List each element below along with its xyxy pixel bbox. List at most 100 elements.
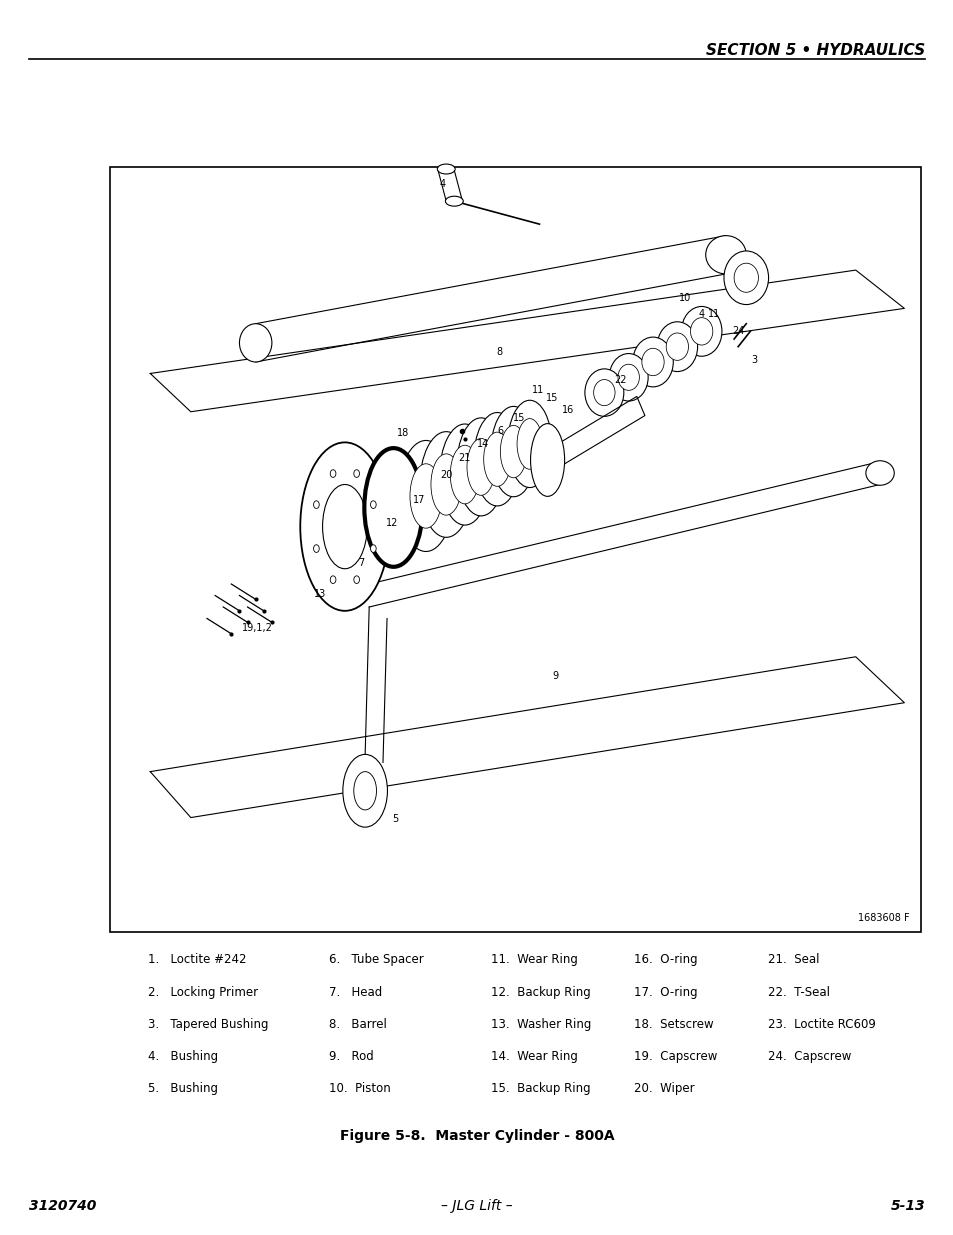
Ellipse shape [370,545,375,552]
Ellipse shape [665,333,688,361]
Ellipse shape [530,424,564,496]
Text: 12: 12 [385,517,397,527]
Ellipse shape [239,324,272,362]
Text: 5: 5 [392,814,397,824]
Text: 3.   Tapered Bushing: 3. Tapered Bushing [148,1018,268,1031]
Text: 19.  Capscrew: 19. Capscrew [634,1050,717,1063]
Ellipse shape [330,469,335,478]
Text: 5.   Bushing: 5. Bushing [148,1082,217,1095]
Ellipse shape [370,501,375,509]
Text: 5-13: 5-13 [890,1199,924,1213]
Text: 9.   Rod: 9. Rod [329,1050,374,1063]
Ellipse shape [450,446,479,504]
FancyBboxPatch shape [110,167,920,932]
Ellipse shape [507,400,551,488]
Text: 16.  O-ring: 16. O-ring [634,953,698,967]
Ellipse shape [499,425,526,478]
Text: 15: 15 [513,412,525,422]
Text: 21.  Seal: 21. Seal [767,953,819,967]
Text: 6.   Tube Spacer: 6. Tube Spacer [329,953,423,967]
Text: 14: 14 [476,438,488,448]
Text: 24: 24 [731,326,743,336]
Text: 6: 6 [497,426,503,436]
Text: 21: 21 [458,453,471,463]
Text: 10: 10 [679,294,691,304]
Ellipse shape [690,317,712,345]
Text: 2.   Locking Primer: 2. Locking Primer [148,986,257,999]
Ellipse shape [322,484,367,569]
Text: 15: 15 [545,393,558,403]
Ellipse shape [467,438,495,495]
Ellipse shape [354,469,359,478]
Ellipse shape [445,196,463,206]
Text: 11.  Wear Ring: 11. Wear Ring [491,953,578,967]
Ellipse shape [398,441,453,552]
Ellipse shape [593,379,615,405]
Ellipse shape [314,545,319,552]
Text: 18.  Setscrew: 18. Setscrew [634,1018,713,1031]
Text: 3120740: 3120740 [29,1199,96,1213]
Text: 15.  Backup Ring: 15. Backup Ring [491,1082,590,1095]
Text: 1683608 F: 1683608 F [857,913,908,923]
Text: 4: 4 [698,309,704,319]
Ellipse shape [609,353,647,401]
Ellipse shape [483,432,511,487]
Text: 14.  Wear Ring: 14. Wear Ring [491,1050,578,1063]
Text: 4.   Bushing: 4. Bushing [148,1050,218,1063]
Ellipse shape [865,461,893,485]
Ellipse shape [733,263,758,293]
Ellipse shape [436,164,455,174]
Ellipse shape [584,369,623,416]
Ellipse shape [657,322,697,372]
Text: 1.   Loctite #242: 1. Loctite #242 [148,953,246,967]
Ellipse shape [723,251,768,305]
Text: – JLG Lift –: – JLG Lift – [440,1199,513,1213]
Polygon shape [547,396,644,469]
Ellipse shape [300,442,389,611]
Ellipse shape [456,417,505,516]
Ellipse shape [419,432,472,537]
Text: 7.   Head: 7. Head [329,986,382,999]
Text: 22: 22 [614,374,626,384]
Ellipse shape [680,306,721,356]
Text: 13: 13 [314,589,326,599]
Ellipse shape [474,412,520,506]
Text: SECTION 5 • HYDRAULICS: SECTION 5 • HYDRAULICS [705,43,924,58]
Text: 20.  Wiper: 20. Wiper [634,1082,695,1095]
Text: 19,1,2: 19,1,2 [242,622,273,632]
Text: 23.  Loctite RC609: 23. Loctite RC609 [767,1018,875,1031]
Text: 7: 7 [357,558,364,568]
Text: 13.  Washer Ring: 13. Washer Ring [491,1018,591,1031]
Ellipse shape [490,406,536,496]
Text: 3: 3 [751,354,757,364]
Ellipse shape [342,755,387,827]
Text: 9: 9 [552,671,558,680]
Ellipse shape [314,501,319,509]
Text: 24.  Capscrew: 24. Capscrew [767,1050,850,1063]
Ellipse shape [641,348,663,375]
Text: 20: 20 [439,469,452,479]
Text: 22.  T-Seal: 22. T-Seal [767,986,829,999]
Ellipse shape [517,419,542,469]
Ellipse shape [330,576,335,583]
Text: 4: 4 [438,179,445,189]
Ellipse shape [354,576,359,583]
Text: Figure 5-8.  Master Cylinder - 800A: Figure 5-8. Master Cylinder - 800A [339,1129,614,1142]
Text: 17.  O-ring: 17. O-ring [634,986,698,999]
Ellipse shape [431,453,461,515]
Text: 11: 11 [707,309,720,319]
Ellipse shape [364,448,422,567]
Ellipse shape [439,424,490,525]
Ellipse shape [705,236,745,274]
Text: 10.  Piston: 10. Piston [329,1082,391,1095]
Text: 12.  Backup Ring: 12. Backup Ring [491,986,591,999]
Text: 18: 18 [396,429,409,438]
Text: 17: 17 [413,495,425,505]
Ellipse shape [354,772,376,810]
Ellipse shape [410,464,441,529]
Text: 16: 16 [561,405,574,415]
Ellipse shape [618,364,639,390]
Ellipse shape [632,337,673,387]
Text: 8: 8 [496,347,501,357]
Text: 8.   Barrel: 8. Barrel [329,1018,387,1031]
